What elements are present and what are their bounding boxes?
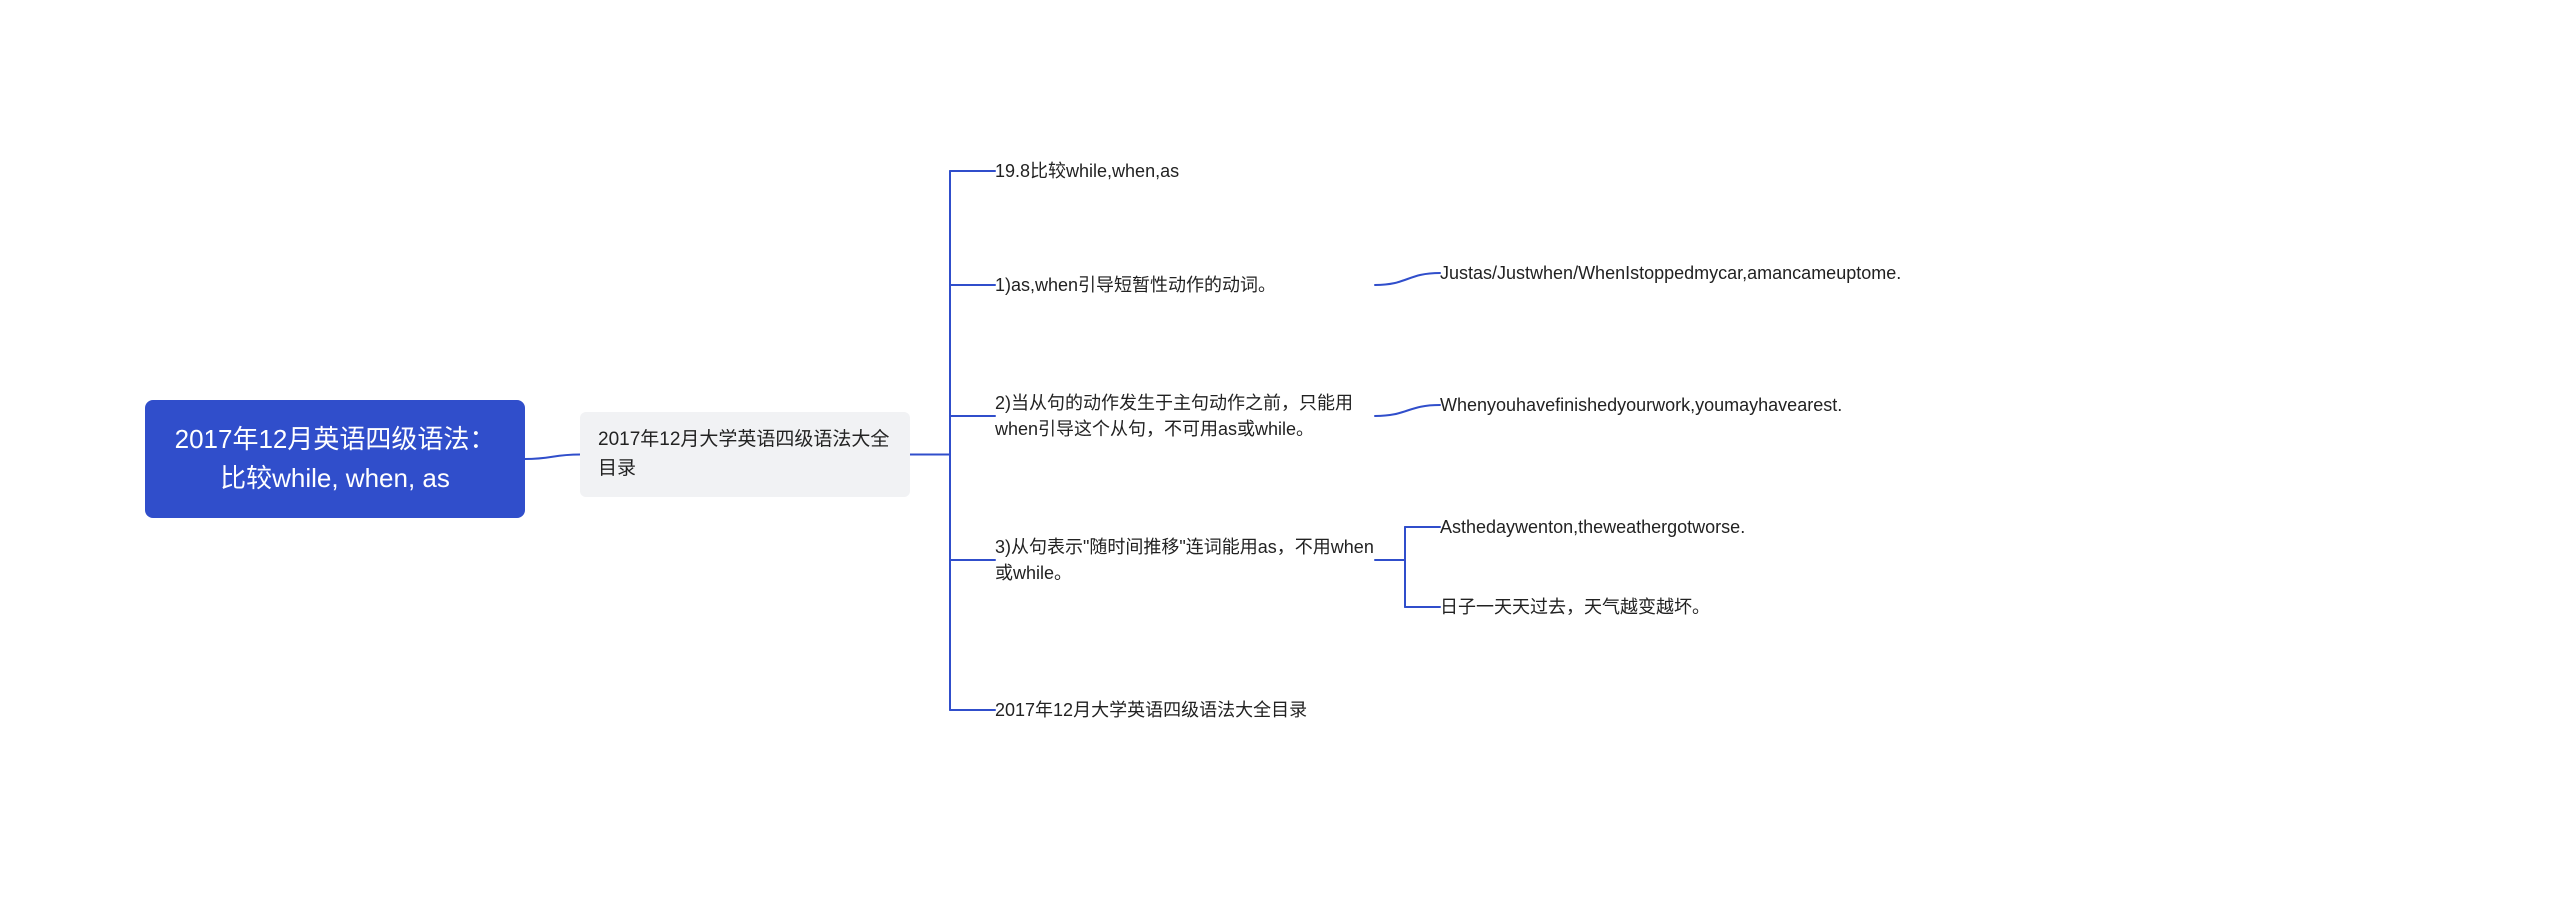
- level2-text: 19.8比较while,when,as: [995, 161, 1179, 181]
- level3-text: Whenyouhavefinishedyourwork,youmayhavear…: [1440, 395, 1842, 415]
- level2-text: 2017年12月大学英语四级语法大全目录: [995, 700, 1307, 720]
- level2-text: 3)从句表示"随时间推移"连词能用as，不用when或while。: [995, 537, 1374, 583]
- level2-node-1: 1)as,when引导短暂性动作的动词。: [995, 268, 1375, 302]
- level3-node-2: Asthedaywenton,theweathergotworse.: [1440, 510, 1770, 544]
- level2-node-4: 2017年12月大学英语四级语法大全目录: [995, 693, 1375, 727]
- root-node: 2017年12月英语四级语法：比较while, when, as: [145, 400, 525, 518]
- level2-node-0: 19.8比较while,when,as: [995, 154, 1375, 188]
- level3-text: Justas/Justwhen/WhenIstoppedmycar,amanca…: [1440, 263, 1901, 283]
- level2-node-3: 3)从句表示"随时间推移"连词能用as，不用when或while。: [995, 530, 1375, 590]
- mindmap-canvas: 2017年12月英语四级语法：比较while, when, as 2017年12…: [0, 0, 2560, 919]
- root-text: 2017年12月英语四级语法：比较while, when, as: [175, 424, 496, 493]
- level3-node-1: Whenyouhavefinishedyourwork,youmayhavear…: [1440, 388, 1770, 422]
- level2-node-2: 2)当从句的动作发生于主句动作之前，只能用when引导这个从句，不可用as或wh…: [995, 386, 1375, 446]
- level3-node-0: Justas/Justwhen/WhenIstoppedmycar,amanca…: [1440, 256, 1770, 290]
- level3-text: Asthedaywenton,theweathergotworse.: [1440, 517, 1745, 537]
- level2-text: 2)当从句的动作发生于主句动作之前，只能用when引导这个从句，不可用as或wh…: [995, 393, 1353, 439]
- level3-node-3: 日子一天天过去，天气越变越坏。: [1440, 590, 1770, 624]
- level1-node: 2017年12月大学英语四级语法大全目录: [580, 412, 910, 497]
- level3-text: 日子一天天过去，天气越变越坏。: [1440, 597, 1710, 617]
- level1-text: 2017年12月大学英语四级语法大全目录: [598, 429, 889, 479]
- level2-text: 1)as,when引导短暂性动作的动词。: [995, 275, 1276, 295]
